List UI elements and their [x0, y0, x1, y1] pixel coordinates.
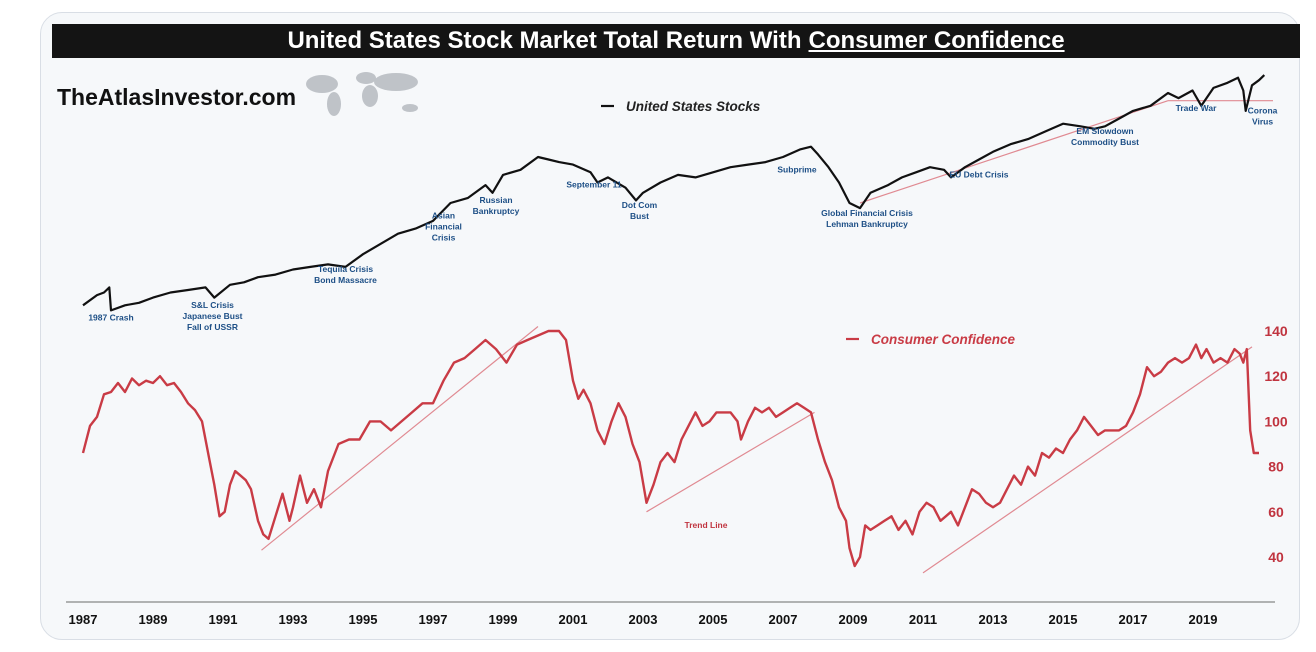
chart-title-emphasis: Consumer Confidence: [808, 27, 1065, 54]
event-annotation-10-line-1: EU Debt Crisis: [949, 169, 1008, 179]
event-annotation-3-line-1: Tequila Crisis: [318, 264, 373, 274]
event-annotation-7-line-2: Bust: [630, 211, 649, 221]
series-lines: [81, 74, 1266, 568]
chart-card: [40, 12, 1300, 640]
event-annotation-5-line-1: Russian: [479, 195, 512, 205]
x-tick-label: 1995: [349, 612, 378, 627]
x-tick-label: 1993: [279, 612, 308, 627]
event-annotation-6-line-1: September 11: [566, 180, 622, 190]
event-annotation-4-line-3: Crisis: [432, 232, 456, 242]
brand-logo-text: TheAtlasInvestor.com: [57, 84, 297, 110]
x-tick-label: 2011: [909, 612, 937, 627]
event-annotation-13-line-2: Virus: [1252, 116, 1273, 126]
event-annotation-3-line-2: Bond Massacre: [314, 275, 377, 285]
trend-lines: Trend Line: [261, 100, 1273, 574]
confidence-legend-label: Consumer Confidence: [871, 332, 1016, 347]
event-annotation-1-line-1: 1987 Crash: [88, 313, 133, 323]
stocks-series-line: [82, 74, 1266, 312]
x-tick-label: 2013: [979, 612, 1008, 627]
x-tick-label: 2005: [699, 612, 728, 627]
title-bar: United States Stock Market Total Return …: [52, 24, 1300, 58]
event-annotation-9-line-1: Global Financial Crisis: [821, 208, 913, 218]
event-annotation-8-line-1: Subprime: [777, 164, 816, 174]
axes: 1987 1989 1991 1993 1995 1997 1999 2001 2003 2005…: [66, 323, 1288, 627]
x-tick-label: 2015: [1049, 612, 1078, 627]
y-tick-label: 60: [1268, 504, 1284, 520]
y-tick-label: 80: [1268, 459, 1284, 475]
y-tick-label: 120: [1264, 368, 1288, 384]
x-tick-label: 1987: [69, 612, 98, 627]
trend-line-label: Trend Line: [685, 520, 728, 530]
confidence-series-line: [81, 329, 1259, 568]
y-tick-label: 140: [1264, 323, 1288, 339]
x-tick-label: 2009: [839, 612, 868, 627]
event-annotation-4-line-2: Financial: [425, 221, 462, 231]
trend-line-3: [922, 346, 1253, 574]
x-tick-label: 1991: [209, 612, 238, 627]
trend-line-1: [261, 326, 539, 551]
x-tick-label: 2007: [769, 612, 798, 627]
event-annotation-11-line-1: EM Slowdown: [1076, 126, 1133, 136]
event-annotation-2-line-2: Japanese Bust: [183, 311, 243, 321]
x-tick-label: 1989: [139, 612, 168, 627]
y-tick-label: 100: [1264, 413, 1288, 429]
event-annotation-12-line-1: Trade War: [1176, 103, 1217, 113]
x-tick-label: 2017: [1119, 612, 1148, 627]
y-tick-label: 40: [1268, 549, 1284, 565]
event-annotation-11-line-2: Commodity Bust: [1071, 137, 1139, 147]
world-map-icon: [306, 72, 418, 116]
legend: United States Stocks Consumer Confidence: [601, 99, 1016, 347]
x-tick-label: 2001: [559, 612, 588, 627]
x-tick-label: 1999: [489, 612, 518, 627]
event-annotation-5-line-2: Bankruptcy: [473, 206, 520, 216]
chart-title: United States Stock Market Total Return …: [287, 27, 802, 54]
stocks-legend-label: United States Stocks: [626, 99, 761, 114]
x-tick-label: 1997: [419, 612, 448, 627]
x-tick-label: 2019: [1189, 612, 1218, 627]
trend-line-4: [859, 100, 1169, 204]
event-annotation-2-line-1: S&L Crisis: [191, 300, 234, 310]
event-annotation-2-line-3: Fall of USSR: [187, 322, 238, 332]
trend-line-2: [646, 411, 815, 513]
event-annotation-4-line-1: Asian: [432, 210, 455, 220]
event-annotation-13-line-1: Corona: [1248, 105, 1278, 115]
event-annotation-9-line-2: Lehman Bankruptcy: [826, 219, 908, 229]
event-annotation-7-line-1: Dot Com: [622, 200, 658, 210]
x-tick-label: 2003: [629, 612, 658, 627]
